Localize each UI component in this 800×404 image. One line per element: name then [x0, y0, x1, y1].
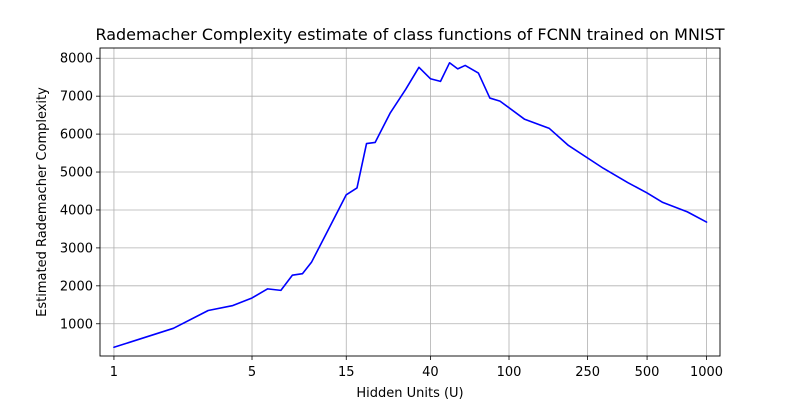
y-tick-label: 5000: [60, 166, 93, 181]
x-tick-label: 250: [575, 365, 600, 380]
x-tick-label: 100: [497, 365, 522, 380]
x-tick-label: 500: [635, 365, 660, 380]
x-tick-label: 1: [110, 365, 118, 380]
y-tick-label: 2000: [60, 279, 93, 294]
series-line: [113, 61, 708, 349]
chart-title: Rademacher Complexity estimate of class …: [95, 25, 724, 44]
x-tick-label: 1000: [690, 365, 723, 380]
y-tick-label: 3000: [60, 241, 93, 256]
grid-lines: [100, 48, 720, 356]
y-tick-label: 4000: [60, 203, 93, 218]
y-tick-label: 1000: [60, 317, 93, 332]
x-tick-label: 40: [422, 365, 439, 380]
x-axis-label: Hidden Units (U): [356, 386, 463, 400]
y-tick-label: 6000: [60, 128, 93, 143]
y-tick-label: 7000: [60, 90, 93, 105]
y-tick-label: 8000: [60, 52, 93, 67]
x-tick-label: 5: [248, 365, 256, 380]
y-axis-label: Estimated Rademacher Complexity: [35, 87, 50, 317]
axis-ticks: 1 5 15 40 100 250 500 1000100020003000400050006…: [60, 52, 723, 380]
x-tick-label: 15: [338, 365, 355, 380]
plot-area-frame: [99, 47, 721, 357]
